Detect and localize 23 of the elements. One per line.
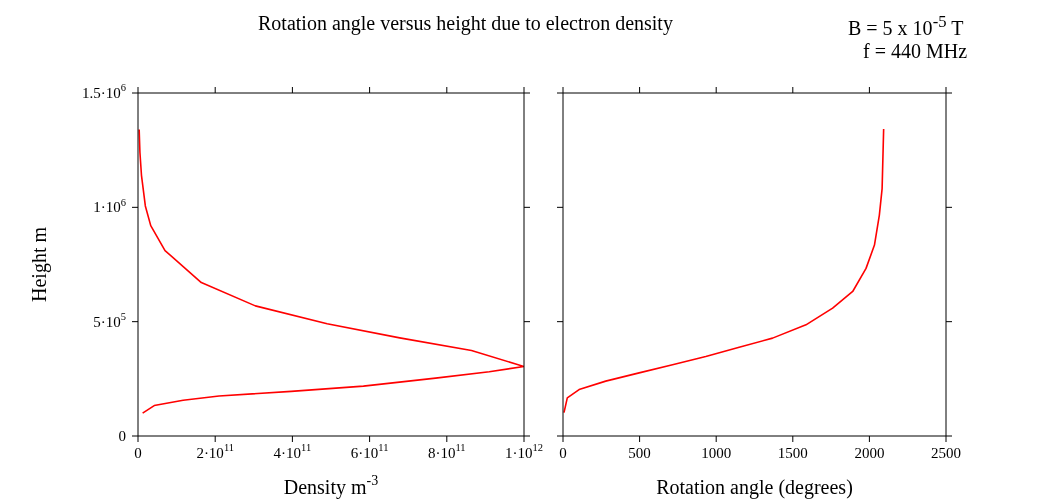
x-tick-label: 1·10$^{12}$: [505, 442, 543, 461]
line-series: [138, 128, 524, 414]
x-tick-label: 2000: [854, 445, 885, 461]
x-tick-label: 1500: [777, 445, 808, 461]
x-tick-label: 8·10$^{11}$: [427, 442, 466, 461]
text: f = 440 MHz: [863, 40, 968, 63]
x-tick-label: 4·10$^{11}$: [273, 442, 312, 461]
x-tick-label: 2500: [931, 445, 961, 461]
y-axis-title: Height m: [28, 226, 51, 302]
x-tick-label: 0: [134, 445, 142, 461]
y-tick-label: 0: [118, 428, 126, 444]
x-tick-label: 6·10$^{11}$: [350, 442, 389, 461]
x-axis-title: Density m$^{-3}$: [283, 473, 379, 499]
y-tick-label: 1·10$^{6}$: [93, 196, 126, 216]
x-tick-label: 2·10$^{11}$: [196, 442, 235, 461]
x-tick-label: 0: [559, 445, 567, 461]
y-tick-label: 5·10$^{5}$: [93, 310, 126, 330]
y-tick-label: 1.5·10$^{6}$: [82, 82, 126, 101]
chart-title: Rotation angle versus height due to electron density: [258, 12, 673, 35]
x-tick-label: 500: [628, 445, 651, 461]
x-axis-title: Rotation angle (degrees): [656, 476, 853, 499]
text: B = 5 x 10$^{-5}$ T: [848, 12, 964, 40]
x-tick-label: 1000: [701, 445, 732, 461]
